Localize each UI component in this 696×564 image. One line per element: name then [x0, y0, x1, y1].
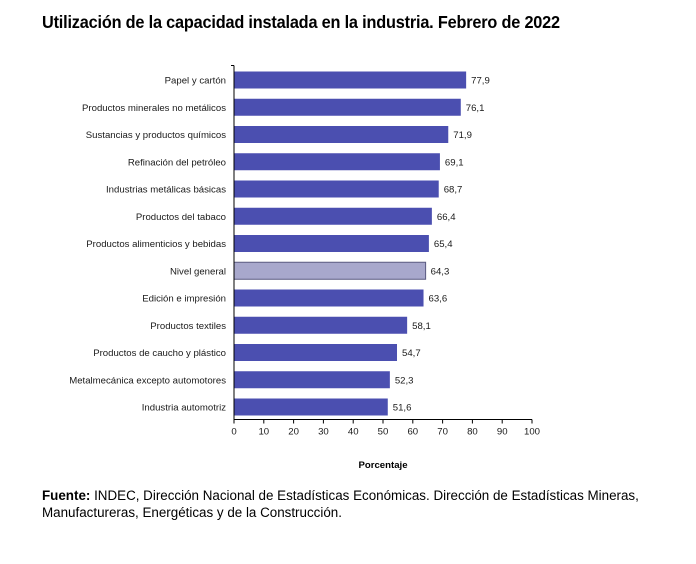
- data-label: 63,6: [429, 294, 448, 305]
- data-label: 71,9: [453, 130, 472, 141]
- x-tick-label: 50: [378, 427, 389, 438]
- x-tick-label: 80: [467, 427, 478, 438]
- x-tick-label: 20: [288, 427, 299, 438]
- data-label: 52,3: [395, 375, 414, 386]
- data-label: 68,7: [444, 185, 463, 196]
- source-text: INDEC, Dirección Nacional de Estadística…: [42, 488, 639, 520]
- x-tick-label: 60: [407, 427, 418, 438]
- bar-highlight: [233, 261, 427, 280]
- category-label: Metalmecánica excepto automotores: [69, 375, 226, 386]
- category-label: Papel y cartón: [165, 76, 226, 87]
- x-tick-label: 0: [231, 427, 236, 438]
- category-label: Productos de caucho y plástico: [93, 348, 226, 359]
- bar: [234, 153, 440, 171]
- category-label: Industria automotriz: [142, 403, 226, 414]
- x-tick-label: 30: [318, 427, 329, 438]
- value-labels: 77,9 76,1 71,9 69,1 68,7 66,4 65,4 64,3 63,6 58,1…: [393, 76, 490, 414]
- bar: [234, 344, 398, 361]
- data-label: 65,4: [434, 239, 453, 250]
- data-label: 76,1: [466, 103, 485, 114]
- x-tick-label: 90: [497, 427, 508, 438]
- x-tick-label: 10: [258, 427, 269, 438]
- x-tick-label: 70: [437, 427, 448, 438]
- category-label: Industrias metálicas básicas: [106, 185, 226, 196]
- data-label: 64,3: [431, 266, 450, 277]
- chart-title: Utilización de la capacidad instalada en…: [42, 12, 560, 32]
- x-axis: 0 10 20 30 40 50 60 70 80 90 100: [231, 65, 540, 438]
- category-label: Edición e impresión: [142, 294, 226, 305]
- x-tick-label: 100: [524, 427, 540, 438]
- bar: [234, 98, 461, 116]
- bars: [233, 71, 467, 416]
- data-label: 54,7: [402, 348, 421, 359]
- data-label: 51,6: [393, 403, 412, 414]
- category-label: Productos del tabaco: [136, 212, 226, 223]
- category-label: Productos minerales no metálicos: [82, 103, 226, 114]
- bar: [234, 371, 390, 389]
- bar: [234, 316, 408, 334]
- bar: [234, 71, 467, 89]
- bar: [234, 289, 424, 307]
- bar: [234, 126, 449, 143]
- source-label: Fuente:: [42, 488, 91, 503]
- category-label: Productos textiles: [150, 321, 226, 332]
- bar: [234, 180, 439, 198]
- data-label: 66,4: [437, 212, 456, 223]
- category-labels: Papel y cartón Productos minerales no met…: [69, 76, 226, 414]
- data-label: 77,9: [471, 76, 490, 87]
- bar: [234, 398, 388, 416]
- source-note: Fuente: INDEC, Dirección Nacional de Est…: [42, 487, 642, 521]
- category-label: Sustancias y productos químicos: [86, 130, 226, 141]
- data-label: 58,1: [412, 321, 431, 332]
- category-label: Productos alimenticios y bebidas: [86, 239, 226, 250]
- category-label: Nivel general: [170, 266, 226, 277]
- bar-chart: Papel y cartón Productos minerales no met…: [69, 65, 540, 471]
- x-axis-label: Porcentaje: [358, 460, 407, 471]
- bar: [234, 235, 429, 252]
- bar: [234, 207, 432, 225]
- category-label: Refinación del petróleo: [128, 157, 226, 168]
- data-label: 69,1: [445, 157, 464, 168]
- x-tick-label: 40: [348, 427, 359, 438]
